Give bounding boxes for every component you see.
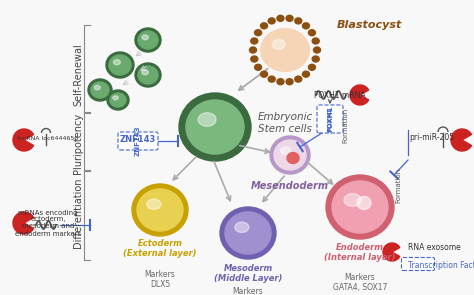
Ellipse shape [113,60,120,65]
Ellipse shape [281,147,291,155]
Ellipse shape [109,55,131,75]
Text: ZNF143: ZNF143 [135,126,141,156]
Ellipse shape [255,64,262,70]
Ellipse shape [302,71,310,77]
Text: Formation: Formation [342,107,348,142]
Ellipse shape [277,15,284,21]
Text: RNA exosome: RNA exosome [408,242,461,252]
Text: mRNAs encoding
ectoderm,
mesoderm and
endoderm markers: mRNAs encoding ectoderm, mesoderm and en… [15,209,81,237]
Ellipse shape [261,71,267,77]
Ellipse shape [313,47,320,53]
Text: FOXH1: FOXH1 [328,107,332,131]
Text: ZNF143: ZNF143 [120,135,156,145]
Ellipse shape [147,199,161,209]
Text: Self-Renewal: Self-Renewal [73,44,83,106]
Text: Formation: Formation [395,167,401,203]
Ellipse shape [270,136,310,174]
Text: Embryonic
Stem cells: Embryonic Stem cells [258,112,313,134]
Ellipse shape [94,85,100,90]
Ellipse shape [286,79,293,85]
Polygon shape [350,85,369,105]
Ellipse shape [107,90,129,110]
Polygon shape [451,129,472,151]
Ellipse shape [357,196,371,209]
Ellipse shape [295,76,302,82]
Ellipse shape [138,31,158,49]
Ellipse shape [137,189,183,231]
Ellipse shape [179,93,251,161]
Ellipse shape [261,23,267,29]
Text: Mesendoderm: Mesendoderm [251,181,329,191]
Ellipse shape [91,82,109,98]
Ellipse shape [344,194,361,206]
Ellipse shape [106,52,134,78]
Text: lncRNA loc6444656: lncRNA loc6444656 [18,137,79,142]
Text: Ectoderm
(External layer): Ectoderm (External layer) [123,239,197,258]
Ellipse shape [286,15,293,21]
Ellipse shape [287,153,299,163]
Text: Markers
DLX5: Markers DLX5 [145,270,175,289]
Text: Blastocyst: Blastocyst [337,20,402,30]
Ellipse shape [135,63,161,87]
Ellipse shape [138,66,158,84]
Ellipse shape [251,38,258,44]
Ellipse shape [272,40,285,49]
Text: Differentiation: Differentiation [73,178,83,248]
Text: FOXH1 mRNA: FOXH1 mRNA [314,91,366,99]
Ellipse shape [274,140,306,170]
Ellipse shape [332,181,388,233]
Text: FOXH1: FOXH1 [327,106,333,132]
Text: Markers
GATA4, SOX17: Markers GATA4, SOX17 [333,273,387,292]
Polygon shape [13,129,34,151]
Ellipse shape [235,222,249,232]
Ellipse shape [249,47,256,53]
Text: Markers
MXL1, EOMES: Markers MXL1, EOMES [222,287,274,295]
Ellipse shape [302,23,310,29]
Ellipse shape [326,175,394,239]
Ellipse shape [255,30,262,36]
Ellipse shape [277,79,284,85]
Text: Mesoderm
(Middle Layer): Mesoderm (Middle Layer) [214,264,282,283]
Ellipse shape [220,207,276,259]
Ellipse shape [268,76,275,82]
Ellipse shape [186,100,244,154]
FancyBboxPatch shape [401,258,435,271]
Ellipse shape [198,113,216,126]
Text: pri-miR-205: pri-miR-205 [410,134,455,142]
Polygon shape [13,212,34,234]
Ellipse shape [261,29,310,71]
Ellipse shape [132,184,188,236]
Ellipse shape [142,70,148,75]
Ellipse shape [309,64,315,70]
Ellipse shape [312,38,319,44]
Text: Transcription Factor: Transcription Factor [408,260,474,270]
Ellipse shape [309,30,315,36]
FancyBboxPatch shape [118,132,158,150]
Ellipse shape [251,56,258,62]
Ellipse shape [142,35,148,40]
FancyBboxPatch shape [317,105,343,133]
Ellipse shape [295,18,302,24]
Ellipse shape [312,56,319,62]
Ellipse shape [135,28,161,52]
Ellipse shape [113,96,118,100]
Ellipse shape [110,93,126,107]
Text: Pluripotency: Pluripotency [73,112,83,173]
Polygon shape [383,243,400,261]
Text: Endoderm
(Internal layer): Endoderm (Internal layer) [324,243,396,262]
Ellipse shape [268,18,275,24]
Ellipse shape [225,212,271,254]
Ellipse shape [88,79,112,101]
